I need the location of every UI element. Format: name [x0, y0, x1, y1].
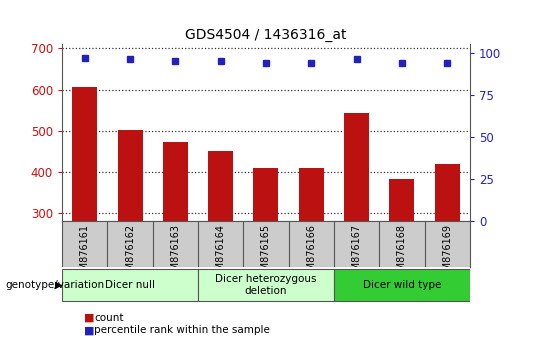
Bar — [299, 168, 323, 221]
Bar — [253, 168, 279, 221]
Text: GSM876164: GSM876164 — [215, 224, 226, 282]
Text: ▶: ▶ — [55, 280, 62, 290]
Text: GSM876161: GSM876161 — [80, 224, 90, 282]
Text: GSM876166: GSM876166 — [306, 224, 316, 282]
Text: GSM876163: GSM876163 — [170, 224, 180, 282]
Text: GSM876167: GSM876167 — [352, 224, 362, 283]
Text: percentile rank within the sample: percentile rank within the sample — [94, 325, 271, 335]
Text: Dicer wild type: Dicer wild type — [363, 280, 441, 290]
Bar — [334, 269, 470, 301]
Text: GSM876165: GSM876165 — [261, 224, 271, 283]
Text: GSM876162: GSM876162 — [125, 224, 135, 283]
Bar — [198, 269, 334, 301]
Bar — [62, 269, 198, 301]
Bar — [118, 130, 143, 221]
Text: count: count — [94, 313, 124, 322]
Bar — [208, 151, 233, 221]
Text: GSM876168: GSM876168 — [397, 224, 407, 282]
Text: ■: ■ — [84, 325, 94, 335]
Bar — [389, 179, 414, 221]
Bar — [72, 87, 97, 221]
Text: GSM876169: GSM876169 — [442, 224, 452, 282]
Text: genotype/variation: genotype/variation — [5, 280, 105, 290]
Bar — [435, 165, 460, 221]
Bar — [344, 113, 369, 221]
Text: Dicer heterozygous
deletion: Dicer heterozygous deletion — [215, 274, 316, 296]
Text: ■: ■ — [84, 313, 94, 322]
Bar — [163, 142, 188, 221]
Text: Dicer null: Dicer null — [105, 280, 155, 290]
Title: GDS4504 / 1436316_at: GDS4504 / 1436316_at — [185, 28, 347, 42]
